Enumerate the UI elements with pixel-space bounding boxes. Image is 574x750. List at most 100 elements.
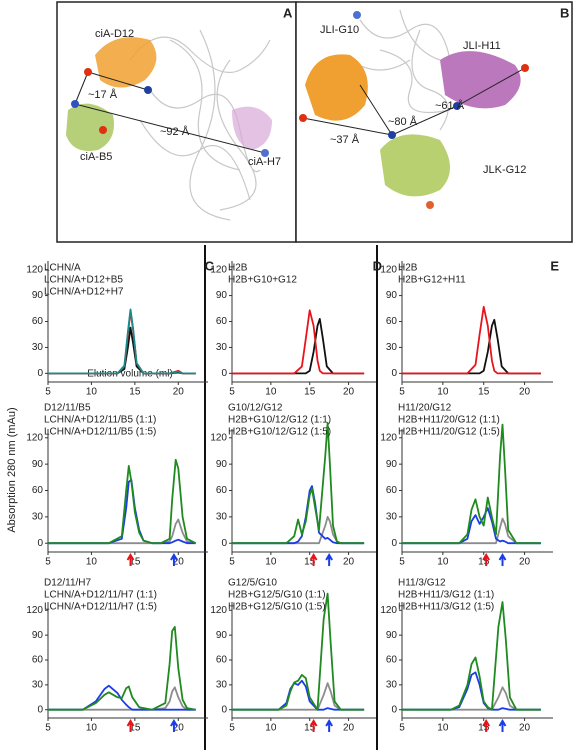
series-line bbox=[232, 318, 365, 375]
series-line bbox=[232, 682, 365, 711]
x-tick-label: 5 bbox=[229, 387, 235, 398]
y-tick-label: 90 bbox=[32, 290, 44, 301]
y-tick-label: 90 bbox=[216, 459, 228, 470]
elution-marker bbox=[309, 553, 318, 566]
y-tick-label: 120 bbox=[26, 264, 43, 275]
elution-marker bbox=[498, 719, 507, 732]
y-tick-label: 120 bbox=[210, 432, 227, 443]
y-tick-label: 90 bbox=[216, 630, 228, 641]
domain-pink bbox=[232, 106, 272, 150]
x-tick-label: 10 bbox=[86, 723, 98, 734]
series-line bbox=[48, 310, 196, 375]
y-tick-label: 0 bbox=[391, 368, 397, 379]
legend-entry: H2B+G12/5/G10 (1:5) bbox=[228, 602, 326, 613]
elution-marker bbox=[325, 719, 334, 732]
distance-lines bbox=[74, 67, 526, 154]
y-tick-label: 90 bbox=[32, 630, 44, 641]
protein-trace bbox=[129, 9, 451, 221]
series-line bbox=[48, 458, 197, 545]
y-tick-label: 30 bbox=[32, 342, 44, 353]
legend-entry: H2B+G12+H11 bbox=[398, 275, 466, 286]
y-tick-label: 0 bbox=[391, 538, 397, 549]
series-line bbox=[402, 601, 541, 711]
series-line bbox=[48, 308, 196, 375]
x-tick-label: 20 bbox=[519, 723, 531, 734]
y-tick-label: 120 bbox=[26, 432, 43, 443]
y-tick-label: 0 bbox=[37, 538, 43, 549]
legend-entry: H2B+G10/12/G12 (1:5) bbox=[228, 427, 331, 438]
elution-marker bbox=[170, 719, 178, 732]
y-tick-label: 60 bbox=[386, 316, 398, 327]
y-tick-label: 120 bbox=[26, 605, 43, 616]
elution-marker bbox=[126, 719, 135, 732]
x-tick-label: 15 bbox=[478, 557, 490, 568]
y-tick-label: 0 bbox=[391, 704, 397, 715]
panel-letter: C bbox=[205, 258, 215, 273]
series-line bbox=[48, 326, 196, 375]
x-tick-label: 15 bbox=[478, 723, 490, 734]
elution-marker bbox=[482, 553, 491, 566]
legend-entry: LCHN/A+D12/11/H7 (1:1) bbox=[44, 590, 157, 601]
legend-entry: LCHN/A+D12/11/H7 (1:5) bbox=[44, 602, 157, 613]
legend-entry: LCHN/A+D12+B5 bbox=[44, 275, 123, 286]
panel-box bbox=[295, 1, 573, 243]
series-line bbox=[402, 423, 541, 545]
legend-entry: H11/3/G12 bbox=[398, 578, 446, 589]
series-line bbox=[48, 518, 196, 545]
legend-entry: H2B+G12/5/G10 (1:1) bbox=[228, 590, 326, 601]
legend-entry: H2B+H11/20/G12 (1:5) bbox=[398, 427, 500, 438]
y-tick-label: 30 bbox=[216, 679, 228, 690]
y-tick-label: 30 bbox=[32, 679, 44, 690]
x-tick-label: 15 bbox=[304, 723, 316, 734]
y-tick-label: 120 bbox=[380, 264, 397, 275]
legend-entry: H2B+G10+G12 bbox=[228, 275, 297, 286]
x-tick-label: 5 bbox=[399, 723, 405, 734]
x-tick-label: 5 bbox=[229, 723, 235, 734]
structure-label: ~37 Å bbox=[330, 133, 360, 146]
series-line bbox=[232, 592, 365, 711]
structure-label: JLK-G12 bbox=[483, 164, 526, 176]
legend-entry: LCHN/A+D12+H7 bbox=[44, 287, 124, 298]
structure-label: ~61 Å bbox=[435, 99, 465, 112]
legend-entry: H2B+H11/20/G12 (1:1) bbox=[398, 415, 500, 426]
structure-label: ciA-D12 bbox=[95, 28, 134, 40]
structure-art bbox=[56, 1, 573, 243]
y-tick-label: 0 bbox=[221, 368, 227, 379]
anchor-points bbox=[71, 11, 529, 209]
domain-green bbox=[380, 134, 450, 197]
series-line bbox=[232, 516, 365, 545]
legend-entry: H2B bbox=[398, 263, 418, 274]
x-tick-label: 10 bbox=[437, 723, 449, 734]
legend-entry: LCHN/A+D12/11/B5 (1:1) bbox=[44, 415, 156, 426]
x-tick-label: 20 bbox=[343, 557, 355, 568]
series-line bbox=[232, 309, 365, 375]
x-tick-label: 5 bbox=[399, 557, 405, 568]
domain-purple bbox=[440, 51, 521, 109]
x-tick-label: 15 bbox=[129, 557, 141, 568]
y-tick-label: 90 bbox=[386, 459, 398, 470]
series-line bbox=[232, 422, 365, 545]
legend-entry: D12/11/H7 bbox=[44, 578, 92, 589]
elution-marker bbox=[325, 553, 334, 566]
structure-label: ~17 Å bbox=[88, 88, 118, 101]
y-tick-label: 60 bbox=[386, 485, 398, 496]
y-tick-label: 30 bbox=[386, 342, 398, 353]
elution-marker bbox=[498, 553, 507, 566]
x-tick-label: 10 bbox=[437, 387, 449, 398]
y-tick-label: 90 bbox=[216, 290, 228, 301]
panel-letter: E bbox=[550, 258, 559, 273]
structure-label: ~80 Å bbox=[388, 115, 418, 128]
elution-marker bbox=[126, 553, 135, 566]
x-tick-label: 10 bbox=[86, 387, 98, 398]
y-tick-label: 30 bbox=[216, 511, 228, 522]
y-tick-label: 120 bbox=[210, 605, 227, 616]
legend-entry: D12/11/B5 bbox=[44, 403, 91, 414]
elution-marker bbox=[309, 719, 318, 732]
series-line bbox=[402, 507, 541, 545]
y-tick-label: 30 bbox=[386, 679, 398, 690]
domain-green bbox=[66, 103, 114, 151]
legend-entry: H2B bbox=[228, 263, 248, 274]
x-tick-label: 10 bbox=[86, 557, 98, 568]
structure-label: ~92 Å bbox=[160, 125, 190, 138]
series-line bbox=[402, 517, 541, 545]
